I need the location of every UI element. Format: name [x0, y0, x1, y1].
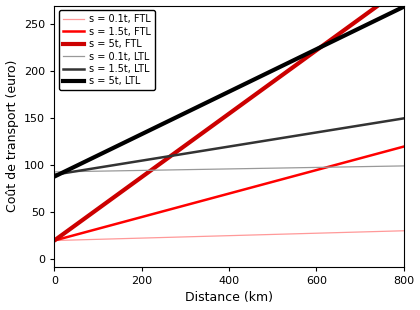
s = 1.5t, FTL [218, 194, 223, 198]
s = 1.5t, LTL [220, 146, 225, 149]
s = 1.5t, LTL [218, 146, 223, 150]
Line: s = 0.1t, LTL: s = 0.1t, LTL [54, 166, 404, 172]
s = 1.5t, FTL [338, 162, 343, 165]
s = 0.1t, FTL [241, 233, 246, 237]
s = 5t, FTL [260, 88, 265, 91]
s = 0.1t, FTL [402, 229, 407, 232]
Line: s = 1.5t, FTL: s = 1.5t, FTL [54, 147, 404, 241]
s = 5t, FTL [220, 117, 225, 120]
s = 5t, LTL [393, 9, 398, 13]
s = 1.5t, LTL [402, 117, 407, 120]
Line: s = 5t, FTL: s = 5t, FTL [54, 0, 404, 241]
s = 5t, LTL [338, 35, 343, 39]
s = 0.1t, FTL [260, 233, 265, 237]
s = 1.5t, FTL [393, 147, 398, 151]
s = 0.1t, FTL [393, 229, 398, 233]
Line: s = 1.5t, LTL: s = 1.5t, LTL [54, 118, 404, 175]
s = 5t, FTL [52, 239, 57, 242]
s = 0.1t, LTL [393, 164, 398, 168]
Line: s = 5t, LTL: s = 5t, LTL [54, 7, 404, 177]
s = 5t, LTL [52, 175, 57, 179]
s = 5t, LTL [218, 94, 223, 98]
s = 0.1t, LTL [338, 165, 343, 169]
s = 0.1t, FTL [220, 234, 225, 238]
s = 0.1t, FTL [52, 239, 57, 242]
s = 5t, LTL [220, 93, 225, 97]
s = 5t, FTL [218, 118, 223, 122]
s = 1.5t, LTL [241, 142, 246, 146]
s = 5t, FTL [338, 31, 343, 34]
s = 1.5t, FTL [220, 193, 225, 197]
Line: s = 0.1t, FTL: s = 0.1t, FTL [54, 231, 404, 241]
s = 1.5t, FTL [402, 145, 407, 148]
Y-axis label: Coût de transport (euro): Coût de transport (euro) [5, 60, 18, 212]
s = 1.5t, FTL [241, 188, 246, 192]
s = 1.5t, FTL [260, 183, 265, 186]
s = 5t, FTL [241, 101, 246, 105]
s = 0.1t, FTL [338, 231, 343, 234]
X-axis label: Distance (km): Distance (km) [185, 291, 273, 304]
s = 1.5t, FTL [52, 239, 57, 242]
s = 0.1t, LTL [52, 170, 57, 174]
s = 0.1t, LTL [241, 167, 246, 170]
s = 5t, LTL [402, 5, 407, 9]
s = 0.1t, LTL [260, 166, 265, 170]
s = 0.1t, LTL [220, 167, 225, 171]
s = 0.1t, LTL [218, 167, 223, 171]
s = 1.5t, LTL [52, 173, 57, 177]
s = 5t, LTL [241, 83, 246, 86]
s = 0.1t, FTL [218, 234, 223, 238]
s = 1.5t, LTL [338, 127, 343, 131]
s = 0.1t, LTL [402, 164, 407, 168]
Legend: s = 0.1t, FTL, s = 1.5t, FTL, s = 5t, FTL, s = 0.1t, LTL, s = 1.5t, LTL, s = 5t,: s = 0.1t, FTL, s = 1.5t, FTL, s = 5t, FT… [59, 11, 155, 90]
s = 5t, LTL [260, 73, 265, 77]
s = 1.5t, LTL [393, 118, 398, 122]
s = 1.5t, LTL [260, 139, 265, 143]
